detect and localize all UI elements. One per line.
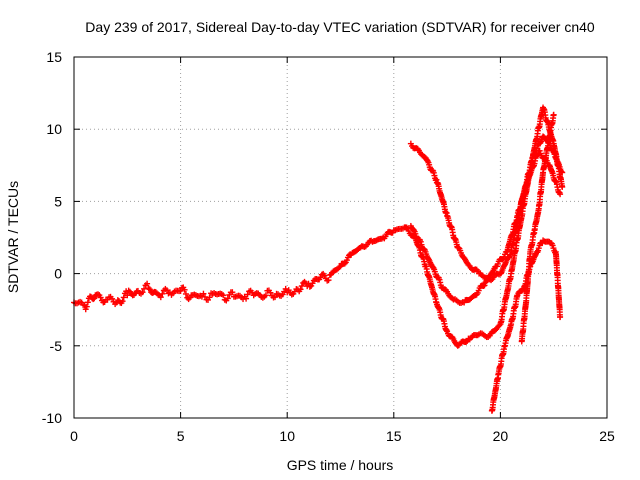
y-tick-label: 5 bbox=[54, 193, 62, 209]
series-5 bbox=[518, 111, 557, 345]
x-tick-label: 15 bbox=[386, 428, 402, 444]
x-tick-label: 20 bbox=[493, 428, 509, 444]
y-tick-label: 0 bbox=[54, 266, 62, 282]
y-tick-label: -10 bbox=[42, 410, 62, 426]
y-axis-label: SDTVAR / TECUs bbox=[5, 181, 21, 293]
tick-layer: 0 5 10 15 20 25 -10 -5 0 5 10 15 bbox=[42, 49, 615, 444]
plot-frame bbox=[73, 56, 608, 419]
data-point bbox=[124, 292, 131, 299]
data-point bbox=[262, 292, 269, 299]
x-tick-label: 0 bbox=[70, 428, 78, 444]
x-tick-label: 10 bbox=[279, 428, 295, 444]
data-point bbox=[557, 313, 564, 320]
data-point bbox=[177, 287, 184, 294]
data-point bbox=[559, 169, 566, 176]
series-4 bbox=[488, 237, 564, 414]
data-point bbox=[220, 292, 227, 299]
y-tick-label: -5 bbox=[50, 338, 63, 354]
x-tick-label: 25 bbox=[599, 428, 615, 444]
x-tick-label: 5 bbox=[177, 428, 185, 444]
grid-layer bbox=[74, 57, 607, 418]
series-3 bbox=[407, 147, 564, 306]
x-axis-label: GPS time / hours bbox=[287, 457, 394, 473]
data-point bbox=[550, 111, 557, 118]
data-point bbox=[557, 191, 564, 198]
data-point bbox=[145, 285, 152, 292]
y-tick-label: 15 bbox=[46, 49, 62, 65]
series-1 bbox=[71, 104, 566, 349]
chart-title: Day 239 of 2017, Sidereal Day-to-day VTE… bbox=[85, 19, 595, 35]
y-tick-label: 10 bbox=[46, 121, 62, 137]
data-layer bbox=[71, 104, 566, 414]
